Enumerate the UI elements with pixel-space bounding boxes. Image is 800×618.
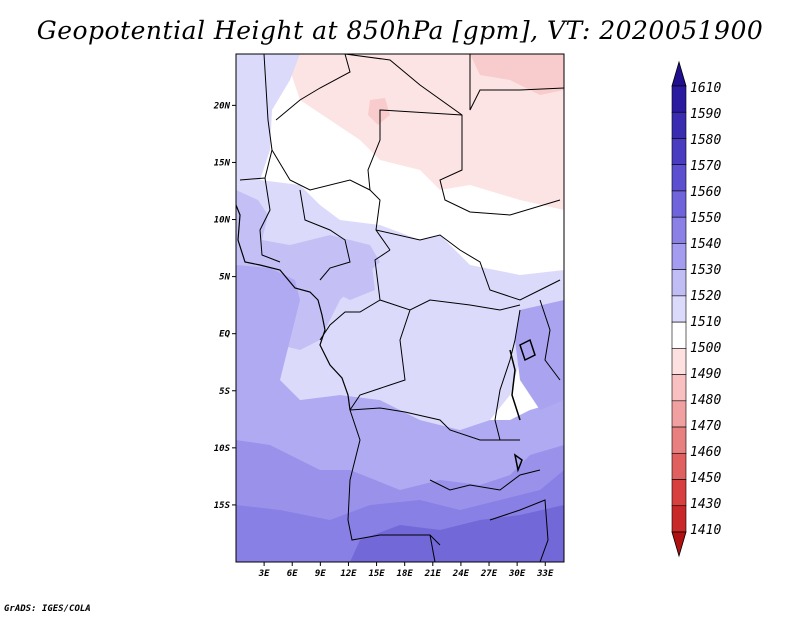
colorbar-bottom-arrow <box>671 531 687 558</box>
lon-tick-label: 3E <box>258 569 270 579</box>
lat-tick-label: 10N <box>214 216 231 226</box>
colorbar-label: 1460 <box>690 445 721 460</box>
colorbar-segment <box>671 400 687 428</box>
colorbar-label: 1510 <box>690 315 721 330</box>
colorbar-label: 1530 <box>690 263 721 278</box>
colorbar-segment <box>671 452 687 480</box>
latitude-axis: 20N 15N 10N 5N EQ 5S 10S 15S <box>213 101 236 511</box>
lon-tick-label: 12E <box>340 569 357 579</box>
colorbar-segment <box>671 190 687 218</box>
colorbar-label: 1430 <box>690 497 721 512</box>
colorbar-label: 1550 <box>690 211 721 226</box>
colorbar-segment <box>671 138 687 166</box>
lat-tick-label: 15N <box>214 158 231 168</box>
longitude-axis: 3E 6E 9E 12E 15E 18E 21E 24E 27E 30E 33E <box>258 562 554 579</box>
colorbar-segment <box>671 216 687 244</box>
map-frame <box>235 53 565 563</box>
lon-tick-label: 9E <box>315 569 326 579</box>
colorbar-segment <box>671 505 687 533</box>
colorbar-segment <box>671 243 687 270</box>
colorbar-segment <box>671 269 687 297</box>
colorbar-label: 1580 <box>690 133 721 148</box>
lat-tick-label: 5S <box>219 387 230 397</box>
lon-tick-label: 18E <box>397 569 414 579</box>
lon-tick-label: 21E <box>424 569 442 579</box>
coastline <box>236 204 351 411</box>
colorbar-label: 1480 <box>690 393 721 408</box>
lon-tick-label: 30E <box>508 569 526 579</box>
lat-tick-label: 20N <box>213 101 231 111</box>
chart-title: Geopotential Height at 850hPa [gpm], VT:… <box>36 16 764 45</box>
colorbar-label: 1590 <box>690 107 721 122</box>
lon-tick-label: 15E <box>368 569 385 579</box>
lat-tick-label: 15S <box>214 501 231 511</box>
lon-tick-label: 6E <box>287 569 298 579</box>
field-1490-patch <box>470 54 564 95</box>
colorbar-segment <box>671 164 687 192</box>
colorbar-label: 1450 <box>690 471 721 486</box>
colorbar-label: 1570 <box>690 159 721 174</box>
colorbar-label: 1490 <box>690 367 721 382</box>
colorbar-segment <box>671 321 687 349</box>
field-1500-region <box>290 54 564 210</box>
colorbar-segment <box>671 479 687 507</box>
colorbar-top-arrow <box>671 60 687 87</box>
field-1530-central <box>320 250 375 300</box>
colorbar-segment <box>671 426 687 454</box>
colorbar-label: 1500 <box>690 341 721 356</box>
colorbar-label: 1540 <box>690 237 721 252</box>
colorbar-segment <box>671 111 687 139</box>
colorbar-segment <box>671 85 687 113</box>
field-1570-south <box>350 505 564 562</box>
lat-tick-label: 5N <box>219 273 230 283</box>
country-borders <box>239 54 564 562</box>
colorbar-label: 1410 <box>690 523 721 538</box>
colorbar-label: 1470 <box>690 419 721 434</box>
field-1490-patch-2 <box>368 98 390 125</box>
colorbar-segment <box>671 348 687 375</box>
colorbar-segment <box>671 374 687 402</box>
field-1540-east <box>515 300 564 410</box>
lon-tick-label: 24E <box>452 569 470 579</box>
lat-tick-label: EQ <box>219 330 230 340</box>
colorbar-segment <box>671 295 687 323</box>
lon-tick-label: 33E <box>536 569 554 579</box>
colorbar-label: 1520 <box>690 289 721 304</box>
grads-credit: GrADS: IGES/COLA <box>4 604 91 614</box>
lon-tick-label: 27E <box>480 569 498 579</box>
colorbar-label: 1560 <box>690 185 721 200</box>
height-field <box>236 54 564 562</box>
colorbar-label: 1610 <box>690 81 721 96</box>
colorbar: 1610 1590 1580 1570 1560 1550 1540 1530 1520 1510… <box>671 60 721 558</box>
lakes <box>509 338 536 473</box>
lat-tick-label: 10S <box>214 444 231 454</box>
